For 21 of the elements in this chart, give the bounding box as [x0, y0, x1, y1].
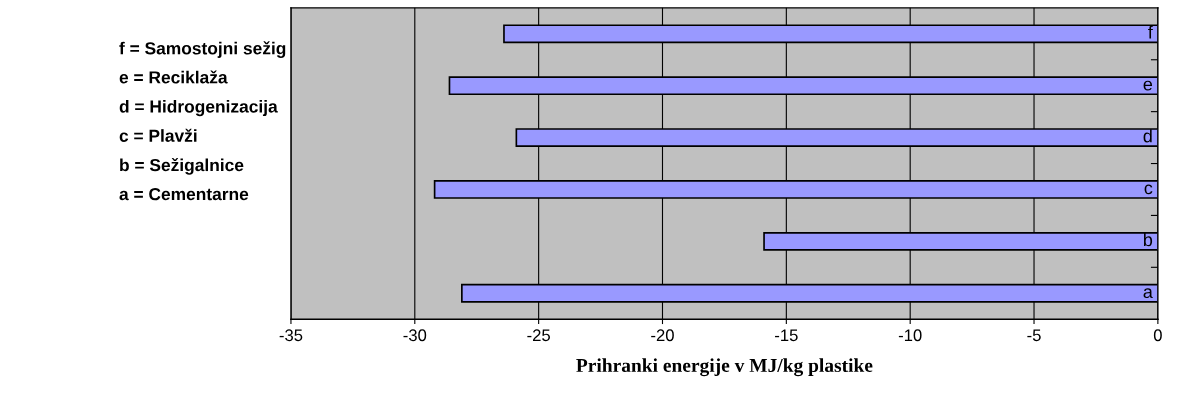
x-axis-title: Prihranki energije v MJ/kg plastike — [576, 358, 873, 377]
y-tick-label: f — [1148, 25, 1153, 39]
x-tick-label: -25 — [527, 329, 550, 342]
y-tick-label: e — [1143, 80, 1153, 91]
text: c = Plavži — [119, 128, 197, 142]
y-tick-label: c — [1144, 184, 1153, 195]
text: f = Samostojni sežig — [119, 41, 286, 58]
y-tick-label: a — [1143, 288, 1153, 299]
text: e = Reciklaža — [119, 70, 228, 84]
x-tick-label: -30 — [403, 329, 427, 342]
x-tick-label: 0 — [1153, 329, 1162, 342]
y-tick-label: d — [1143, 129, 1152, 143]
y-tick-label: b — [1143, 232, 1153, 247]
x-tick-label: -15 — [775, 329, 798, 342]
x-tick-label: -10 — [898, 329, 922, 342]
text: b = Sežigalnice — [120, 158, 244, 175]
text: a = Cementarne — [119, 187, 249, 201]
x-tick-label: -20 — [651, 329, 674, 342]
x-tick-label: -5 — [1027, 329, 1041, 342]
text: d = Hidrogenizacija — [119, 99, 278, 117]
x-tick-label: -35 — [279, 329, 303, 342]
